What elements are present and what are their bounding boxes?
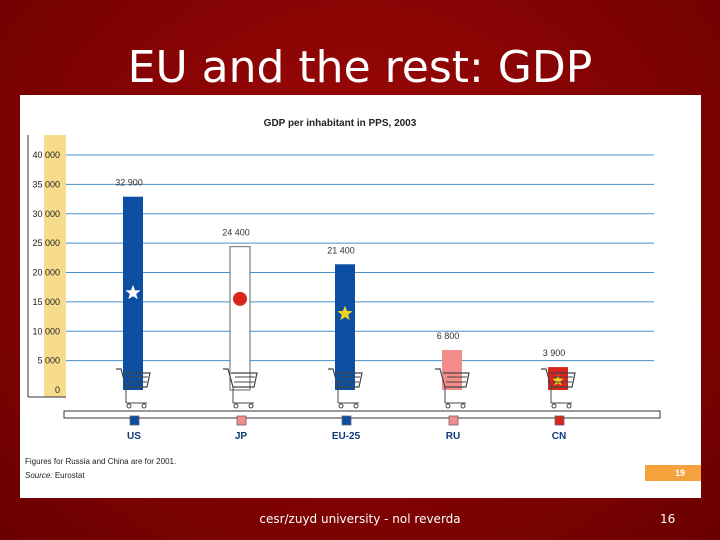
shopping-cart-icon: [116, 368, 151, 388]
shopping-cart-icon: [353, 403, 359, 409]
y-tick-label: 40 000: [32, 150, 60, 160]
shopping-cart-icon: [338, 403, 344, 409]
country-flag-icon: [554, 415, 565, 426]
y-tick-label: 15 000: [32, 297, 60, 307]
shopping-cart-icon: [248, 403, 254, 409]
shopping-cart-icon: [445, 403, 451, 409]
bar: [229, 246, 251, 391]
shopping-cart-icon: [460, 403, 466, 409]
bar-value-label: 3 900: [543, 348, 566, 358]
slide-title: EU and the rest: GDP: [127, 42, 593, 93]
y-tick-label: 25 000: [32, 238, 60, 248]
y-tick-label: 30 000: [32, 209, 60, 219]
page-number: 16: [660, 512, 676, 526]
shopping-cart-icon: [435, 368, 470, 388]
japan-disc-icon: [233, 291, 247, 306]
x-category-label: US: [127, 431, 141, 442]
country-flag-icon: [236, 415, 247, 426]
shopping-cart-icon: [551, 403, 557, 409]
bar: [442, 350, 462, 390]
us-star-icon: [125, 284, 141, 300]
shopping-cart-icon: [223, 368, 258, 388]
y-tick-label: 0: [55, 385, 60, 395]
country-flag-icon: [129, 415, 140, 426]
x-category-label: RU: [446, 431, 460, 442]
chart-title: GDP per inhabitant in PPS, 2003: [264, 118, 417, 129]
bar-value-label: 21 400: [327, 245, 355, 255]
footnote: Figures for Russia and China are for 200…: [25, 457, 176, 466]
bar-value-label: 32 900: [115, 178, 143, 188]
baseline-shelf: [63, 410, 661, 419]
source-label: Source:: [25, 471, 53, 480]
shopping-cart-icon: [566, 403, 572, 409]
footer-text: cesr/zuyd university - nol reverda: [259, 512, 461, 526]
shopping-cart-icon: [233, 403, 239, 409]
china-star-icon: [552, 374, 564, 386]
eu-star-icon: [337, 305, 353, 321]
shopping-cart-icon: [126, 403, 132, 409]
figure-number-badge: [645, 465, 701, 481]
gdp-bar-chart: GDP per inhabitant in PPS, 2003 0 5 000 10…: [25, 118, 701, 481]
country-flag-icon: [341, 415, 352, 426]
country-flag-icon: [448, 415, 459, 426]
y-tick-label: 10 000: [32, 326, 60, 336]
y-tick-label: 20 000: [32, 268, 60, 278]
y-axis-band: [44, 135, 66, 397]
x-category-label: JP: [235, 431, 248, 442]
shopping-cart-icon: [141, 403, 147, 409]
bar-value-label: 6 800: [437, 331, 460, 341]
y-tick-label: 5 000: [37, 356, 60, 366]
figure-number: 19: [675, 468, 685, 478]
shopping-cart-icon: [541, 368, 576, 388]
bar: [335, 264, 355, 390]
x-category-label: EU-25: [332, 431, 361, 442]
source-name: Eurostat: [55, 471, 86, 480]
shopping-cart-icon: [328, 368, 363, 388]
source-line: Source: Eurostat: [25, 471, 85, 480]
chart-panel: GDP per inhabitant in PPS, 2003 0 5 000 10…: [20, 95, 701, 498]
x-category-label: CN: [552, 431, 566, 442]
bar-value-label: 24 400: [222, 228, 250, 238]
y-tick-label: 35 000: [32, 179, 60, 189]
